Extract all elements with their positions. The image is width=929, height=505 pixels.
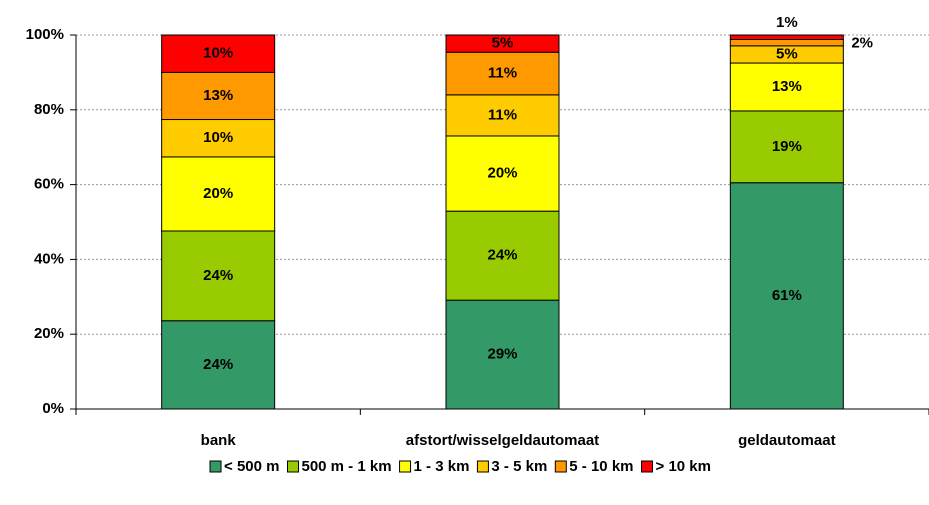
bar-segment <box>161 119 276 158</box>
legend-swatch <box>476 460 489 473</box>
data-label: 24% <box>487 247 517 264</box>
bar-segment <box>445 299 560 410</box>
bar-segment <box>729 110 844 184</box>
y-tick-label: 100% <box>26 26 64 43</box>
data-label: 19% <box>772 138 802 155</box>
legend-label: > 10 km <box>656 458 711 475</box>
y-tick-label: 80% <box>34 101 64 118</box>
legend-swatch <box>399 460 412 473</box>
data-label: 5% <box>776 45 798 62</box>
x-tick-label: afstort/wisselgeldautomaat <box>406 432 599 449</box>
legend-label: 1 - 3 km <box>414 458 470 475</box>
data-label: 24% <box>203 267 233 284</box>
x-tick-label: geldautomaat <box>738 432 836 449</box>
y-tick-label: 60% <box>34 176 64 193</box>
data-label: 2% <box>851 34 873 51</box>
bar-segment <box>729 34 844 40</box>
bar-segment <box>161 230 276 322</box>
bar-segment <box>445 210 560 301</box>
data-label: 29% <box>487 346 517 363</box>
bar-segment <box>729 62 844 112</box>
data-label: 10% <box>203 45 233 62</box>
data-label: 11% <box>488 64 517 81</box>
bar-segment <box>445 51 560 96</box>
legend-swatch <box>554 460 567 473</box>
bar-segment <box>161 34 276 73</box>
data-label: 13% <box>203 87 233 104</box>
bar-segment <box>161 71 276 121</box>
x-tick-label: bank <box>201 432 237 449</box>
bar-segment <box>161 156 276 232</box>
bar-segment <box>729 38 844 47</box>
y-tick-label: 20% <box>34 325 64 342</box>
data-label: 10% <box>203 129 233 146</box>
legend-label: 5 - 10 km <box>569 458 633 475</box>
data-label: 61% <box>772 287 802 304</box>
legend-label: < 500 m <box>224 458 279 475</box>
data-label: 5% <box>492 35 514 52</box>
bar-segment <box>445 94 560 137</box>
legend-swatch <box>209 460 222 473</box>
data-label: 1% <box>776 14 798 31</box>
y-tick-label: 40% <box>34 250 64 267</box>
legend-label: 3 - 5 km <box>491 458 547 475</box>
legend-swatch <box>286 460 299 473</box>
legend-swatch <box>641 460 654 473</box>
legend-label: 500 m - 1 km <box>301 458 391 475</box>
bar-segment <box>445 135 560 212</box>
bar-segment <box>445 34 560 53</box>
bar-segment <box>161 320 276 410</box>
y-tick-label: 0% <box>42 400 64 417</box>
data-label: 11% <box>488 106 517 123</box>
data-label: 20% <box>487 165 517 182</box>
data-label: 13% <box>772 78 802 95</box>
bar-segment <box>729 182 844 410</box>
data-label: 20% <box>203 185 233 202</box>
data-label: 24% <box>203 356 233 373</box>
